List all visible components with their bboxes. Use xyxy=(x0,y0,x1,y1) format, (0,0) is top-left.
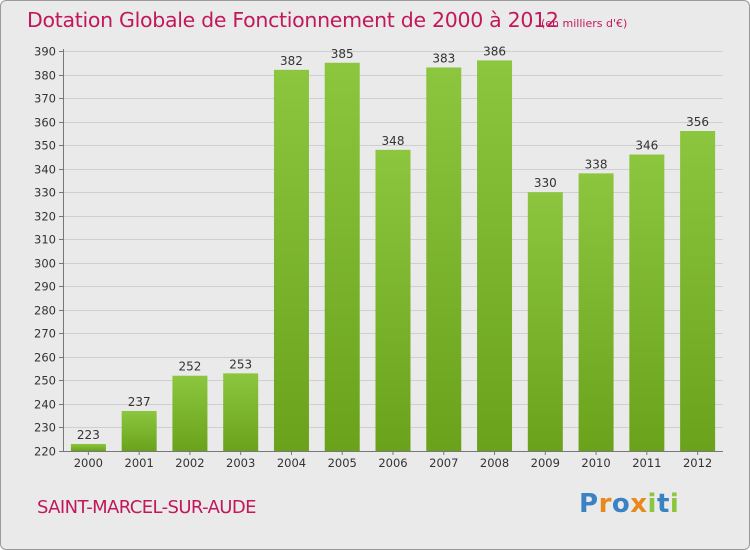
y-tick-label: 370 xyxy=(34,92,56,106)
chart-subtitle: (en milliers d'€) xyxy=(541,17,628,30)
data-label-2006: 348 xyxy=(382,134,405,148)
bars xyxy=(70,60,716,452)
x-axis-ticks: 2000 2001 2002 2003 2004 2005 2006 2007 2008 2009… xyxy=(74,451,712,470)
axes xyxy=(63,49,723,452)
y-tick-label: 360 xyxy=(34,116,56,130)
logo-letter: r xyxy=(598,489,612,519)
bar-2008 xyxy=(477,60,513,451)
bar-2000 xyxy=(70,443,106,451)
logo-letter: x xyxy=(630,489,648,519)
y-tick-label: 330 xyxy=(34,186,56,200)
logo-letter: t xyxy=(656,489,670,519)
y-tick-label: 250 xyxy=(34,374,56,388)
logo-letter: o xyxy=(611,489,631,519)
y-tick-label: 270 xyxy=(34,327,56,341)
bar-2001 xyxy=(121,411,157,451)
data-label-2011: 346 xyxy=(635,139,658,153)
x-tick-label-2006: 2006 xyxy=(378,456,407,470)
x-tick-label-2010: 2010 xyxy=(581,456,610,470)
x-tick-label-2002: 2002 xyxy=(175,456,204,470)
y-tick-label: 310 xyxy=(34,233,56,247)
logo-letter: i xyxy=(669,489,680,519)
x-tick-label-2001: 2001 xyxy=(125,456,154,470)
bar-2011 xyxy=(629,154,665,451)
bar-2004 xyxy=(273,69,309,451)
y-tick-label: 320 xyxy=(34,210,56,224)
x-tick-label-2011: 2011 xyxy=(632,456,661,470)
x-tick-label-2004: 2004 xyxy=(277,456,306,470)
commune-name: SAINT-MARCEL-SUR-AUDE xyxy=(37,497,256,518)
logo-letter: i xyxy=(647,489,657,519)
x-tick-label-2008: 2008 xyxy=(480,456,509,470)
y-tick-label: 390 xyxy=(34,45,56,59)
bar-2005 xyxy=(324,62,360,451)
bar-2010 xyxy=(578,173,614,451)
y-tick-label: 230 xyxy=(34,421,56,435)
y-tick-label: 280 xyxy=(34,304,56,318)
y-axis-ticks: 220 230 240 250 260 270 280 290 300 310 320 330 340 3… xyxy=(34,45,63,459)
y-tick-label: 260 xyxy=(34,351,56,365)
data-label-2002: 252 xyxy=(178,360,201,374)
data-label-2012: 356 xyxy=(686,115,709,129)
x-tick-label-2009: 2009 xyxy=(531,456,560,470)
proxiti-logo: Proxiti xyxy=(579,489,679,519)
data-label-2007: 383 xyxy=(432,51,455,65)
x-tick-label-2003: 2003 xyxy=(226,456,255,470)
bar-2003 xyxy=(223,373,259,451)
data-label-2003: 253 xyxy=(229,357,252,371)
y-tick-label: 220 xyxy=(34,445,56,459)
data-label-2004: 382 xyxy=(280,54,303,68)
data-label-2001: 237 xyxy=(128,395,151,409)
x-tick-label-2005: 2005 xyxy=(328,456,357,470)
x-tick-label-2012: 2012 xyxy=(683,456,712,470)
y-tick-label: 340 xyxy=(34,163,56,177)
bar-2006 xyxy=(375,149,411,451)
logo-letter: P xyxy=(579,489,599,519)
data-label-2009: 330 xyxy=(534,176,557,190)
data-label-2000: 223 xyxy=(77,428,100,442)
data-label-2010: 338 xyxy=(585,157,608,171)
data-label-2008: 386 xyxy=(483,44,506,58)
y-tick-label: 290 xyxy=(34,280,56,294)
x-tick-label-2000: 2000 xyxy=(74,456,103,470)
y-tick-label: 300 xyxy=(34,257,56,271)
y-tick-label: 380 xyxy=(34,69,56,83)
y-tick-label: 240 xyxy=(34,398,56,412)
y-tick-label: 350 xyxy=(34,139,56,153)
data-label-2005: 385 xyxy=(331,47,354,61)
bar-2012 xyxy=(680,131,716,451)
bar-2009 xyxy=(527,192,563,452)
data-labels: 223 237 252 253 382 385 348 383 386 330 338 346 356 xyxy=(77,44,709,442)
x-tick-label-2007: 2007 xyxy=(429,456,458,470)
bar-2002 xyxy=(172,375,208,451)
chart-title: Dotation Globale de Fonctionnement de 20… xyxy=(27,8,559,32)
bar-2007 xyxy=(426,67,462,452)
